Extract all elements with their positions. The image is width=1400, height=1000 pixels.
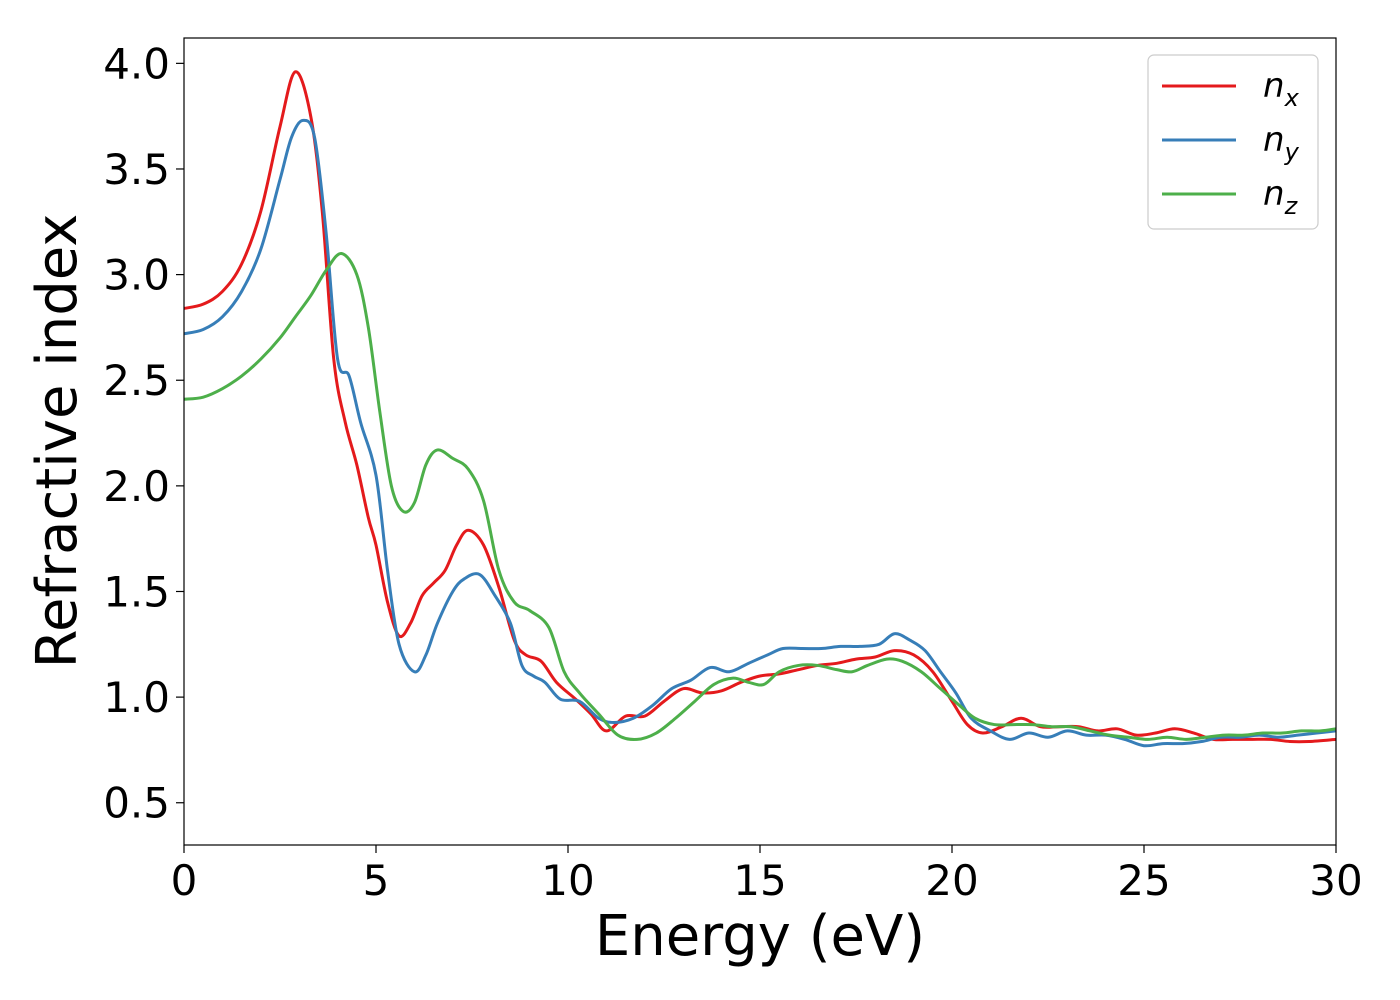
legend-label-nx: nx — [1263, 66, 1300, 112]
y-tick-label: 2.0 — [103, 462, 170, 511]
y-tick-label: 4.0 — [103, 39, 170, 88]
y-tick-label: 2.5 — [103, 356, 170, 405]
x-tick-label: 5 — [363, 856, 390, 905]
x-tick-label: 30 — [1309, 856, 1362, 905]
legend-label-nz: nz — [1263, 174, 1299, 220]
series-layer — [184, 70, 1336, 748]
x-tick-label: 25 — [1117, 856, 1170, 905]
x-tick-label: 10 — [541, 856, 594, 905]
series-line-nx — [184, 70, 1336, 744]
y-tick-label: 1.5 — [103, 567, 170, 616]
y-tick-label: 3.5 — [103, 145, 170, 194]
x-tick-label: 20 — [925, 856, 978, 905]
x-tick-label: 15 — [733, 856, 786, 905]
y-axis: 0.5 1.0 1.5 2.0 2.5 3.0 3.5 4.0 — [103, 39, 184, 828]
x-tick-label: 0 — [171, 856, 198, 905]
y-tick-label: 0.5 — [103, 779, 170, 828]
x-axis: 0 5 10 15 20 25 30 — [171, 845, 1363, 905]
x-axis-label: Energy (eV) — [595, 904, 925, 969]
legend-box — [1147, 54, 1319, 230]
legend-label-ny: ny — [1263, 120, 1300, 166]
y-tick-label: 1.0 — [103, 673, 170, 722]
legend: nx ny nz — [1147, 54, 1319, 230]
y-axis-label: Refractive index — [25, 214, 90, 669]
y-tick-label: 3.0 — [103, 251, 170, 300]
series-line-nz — [184, 251, 1336, 741]
